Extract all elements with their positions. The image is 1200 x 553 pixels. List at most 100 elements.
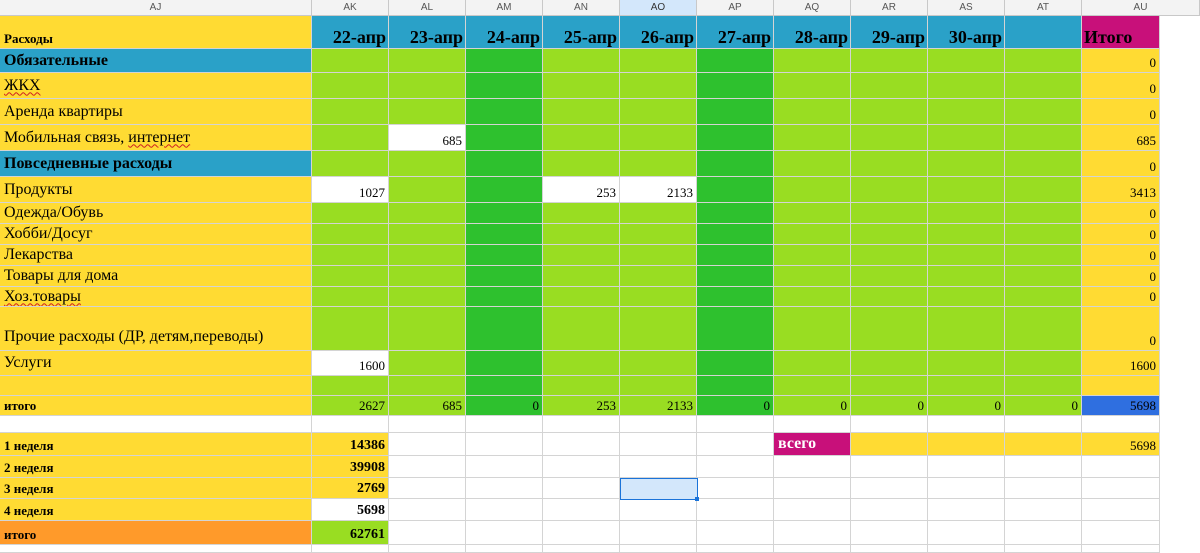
value-cell[interactable] — [697, 125, 774, 151]
empty-cell[interactable] — [928, 521, 1005, 545]
empty-cell[interactable] — [543, 456, 620, 478]
value-cell[interactable] — [697, 224, 774, 245]
value-cell[interactable] — [774, 125, 851, 151]
empty-cell[interactable] — [851, 521, 928, 545]
empty-cell[interactable] — [697, 545, 774, 553]
empty-cell[interactable] — [697, 433, 774, 456]
value-cell[interactable] — [851, 49, 928, 73]
empty-cell[interactable] — [928, 499, 1005, 521]
value-cell[interactable] — [1005, 307, 1082, 351]
value-cell[interactable] — [543, 203, 620, 224]
value-cell[interactable] — [389, 245, 466, 266]
value-cell[interactable] — [774, 287, 851, 307]
value-cell[interactable] — [389, 151, 466, 177]
value-cell[interactable] — [466, 125, 543, 151]
value-cell[interactable] — [697, 351, 774, 376]
value-cell[interactable] — [543, 307, 620, 351]
empty-cell[interactable] — [389, 478, 466, 499]
value-cell[interactable] — [312, 73, 389, 99]
value-cell[interactable] — [928, 376, 1005, 396]
column-header-ap[interactable]: AP — [697, 0, 774, 16]
grand-daily-total-cell[interactable]: 5698 — [1082, 396, 1160, 416]
value-cell[interactable] — [851, 376, 928, 396]
row-total-cell[interactable]: 0 — [1082, 99, 1160, 125]
value-cell[interactable] — [389, 203, 466, 224]
empty-cell[interactable] — [774, 456, 851, 478]
empty-cell[interactable] — [1082, 478, 1160, 499]
value-cell[interactable] — [697, 49, 774, 73]
value-cell[interactable] — [543, 287, 620, 307]
empty-cell[interactable] — [851, 433, 928, 456]
value-cell[interactable] — [697, 245, 774, 266]
value-cell[interactable] — [1005, 376, 1082, 396]
value-cell[interactable] — [466, 224, 543, 245]
value-cell[interactable] — [389, 307, 466, 351]
empty-cell[interactable] — [543, 416, 620, 433]
daily-total-cell[interactable]: 0 — [466, 396, 543, 416]
empty-cell[interactable] — [466, 456, 543, 478]
empty-cell[interactable] — [466, 545, 543, 553]
empty-cell[interactable] — [851, 545, 928, 553]
row-label-1[interactable]: ЖКХ — [0, 73, 312, 99]
value-cell[interactable] — [389, 266, 466, 287]
date-header-4[interactable]: 26-апр — [620, 16, 697, 49]
row-label-0[interactable]: Обязательные — [0, 49, 312, 73]
row-total-cell[interactable]: 0 — [1082, 73, 1160, 99]
empty-cell[interactable] — [620, 433, 697, 456]
empty-cell[interactable] — [620, 456, 697, 478]
value-cell[interactable] — [389, 99, 466, 125]
row-total-cell[interactable]: 0 — [1082, 287, 1160, 307]
value-cell[interactable] — [774, 49, 851, 73]
empty-cell[interactable] — [389, 545, 466, 553]
week-value-cell[interactable]: 62761 — [312, 521, 389, 545]
value-cell[interactable] — [697, 99, 774, 125]
column-header-ar[interactable]: AR — [851, 0, 928, 16]
empty-cell[interactable] — [1082, 499, 1160, 521]
value-cell[interactable] — [312, 245, 389, 266]
row-total-cell[interactable]: 0 — [1082, 307, 1160, 351]
row-total-cell[interactable]: 0 — [1082, 203, 1160, 224]
value-cell[interactable] — [697, 266, 774, 287]
value-cell[interactable] — [389, 351, 466, 376]
empty-cell[interactable] — [389, 456, 466, 478]
total-header-cell[interactable]: Итого — [1082, 16, 1160, 49]
empty-cell[interactable] — [774, 499, 851, 521]
date-header-3[interactable]: 25-апр — [543, 16, 620, 49]
row-label-3[interactable]: Мобильная связь, интернет — [0, 125, 312, 151]
value-cell[interactable] — [1005, 245, 1082, 266]
empty-cell[interactable] — [543, 521, 620, 545]
value-cell[interactable] — [1005, 125, 1082, 151]
column-header-ak[interactable]: AK — [312, 0, 389, 16]
empty-cell[interactable] — [389, 416, 466, 433]
value-cell[interactable] — [774, 224, 851, 245]
value-cell[interactable] — [312, 125, 389, 151]
value-cell[interactable] — [1005, 287, 1082, 307]
empty-cell[interactable] — [1082, 545, 1160, 553]
value-cell[interactable] — [620, 49, 697, 73]
value-cell[interactable] — [466, 49, 543, 73]
empty-cell[interactable] — [1082, 521, 1160, 545]
empty-cell[interactable] — [1005, 499, 1082, 521]
value-cell[interactable] — [851, 287, 928, 307]
value-cell[interactable] — [928, 125, 1005, 151]
value-cell[interactable] — [620, 245, 697, 266]
row-label-9[interactable]: Товары для дома — [0, 266, 312, 287]
value-cell[interactable] — [466, 376, 543, 396]
value-cell[interactable] — [928, 351, 1005, 376]
empty-cell[interactable] — [312, 545, 389, 553]
value-cell[interactable] — [774, 99, 851, 125]
value-cell[interactable] — [851, 224, 928, 245]
row-label-4[interactable]: Повседневные расходы — [0, 151, 312, 177]
date-header-1[interactable]: 23-апр — [389, 16, 466, 49]
empty-cell[interactable] — [543, 499, 620, 521]
column-header-as[interactable]: AS — [928, 0, 1005, 16]
value-cell[interactable] — [851, 125, 928, 151]
value-cell[interactable] — [1005, 224, 1082, 245]
column-header-an[interactable]: AN — [543, 0, 620, 16]
value-cell[interactable] — [1005, 351, 1082, 376]
value-cell[interactable] — [312, 287, 389, 307]
value-cell[interactable] — [697, 177, 774, 203]
value-cell[interactable] — [312, 376, 389, 396]
fill-handle[interactable] — [695, 497, 699, 501]
value-cell[interactable] — [543, 151, 620, 177]
